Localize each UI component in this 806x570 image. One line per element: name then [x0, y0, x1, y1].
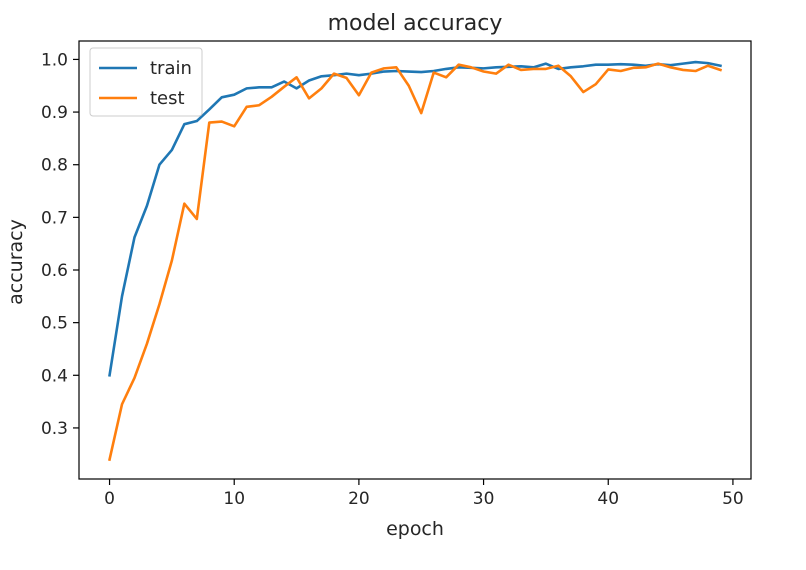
x-axis-label: epoch	[386, 518, 444, 540]
series-line-test	[107, 62, 723, 462]
x-tick-label: 50	[722, 489, 744, 509]
x-tick-label: 10	[223, 489, 245, 509]
legend-label-test: test	[150, 88, 185, 109]
y-tick-label: 0.3	[41, 419, 68, 439]
y-tick-label: 0.6	[41, 261, 68, 281]
y-tick-label: 0.4	[41, 366, 68, 386]
y-tick-label: 0.7	[41, 208, 68, 228]
x-tick-label: 30	[473, 489, 495, 509]
y-tick-label: 0.5	[41, 314, 68, 334]
legend-label-train: train	[150, 58, 192, 79]
y-tick-label: 0.9	[41, 103, 68, 123]
axes-frame	[78, 40, 752, 480]
plot-area: 0 10 20 30 40 50 0.3 0.4 0.5 0.6 0.7 0.8 0.9 1.0	[41, 40, 752, 509]
series-line-train	[108, 60, 722, 377]
x-tick-label: 20	[348, 489, 370, 509]
chart-title: model accuracy	[328, 11, 503, 36]
x-tick-label: 0	[104, 489, 115, 509]
y-tick-label: 1.0	[41, 50, 68, 70]
y-tick-label: 0.8	[41, 156, 68, 176]
x-tick-label: 40	[597, 489, 619, 509]
legend: train test	[89, 47, 203, 117]
y-axis-label: accuracy	[5, 219, 27, 305]
